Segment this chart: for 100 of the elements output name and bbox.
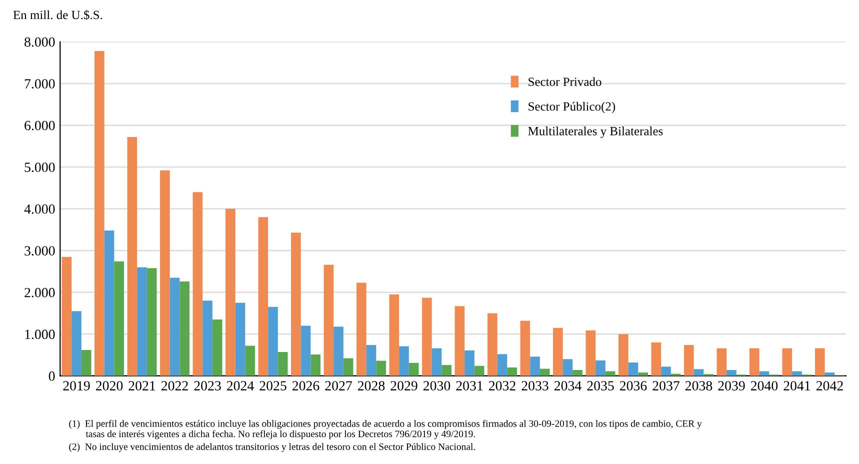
x-tick-label: 2026 — [292, 381, 320, 390]
bar — [716, 348, 727, 376]
x-tick-label: 2040 — [750, 381, 778, 390]
bar — [258, 217, 268, 376]
x-tick-label: 2029 — [390, 381, 418, 390]
bar — [268, 306, 278, 376]
bar — [146, 268, 157, 376]
x-tick-label: 2022 — [161, 381, 188, 390]
bar — [782, 348, 792, 376]
bar — [212, 319, 222, 376]
bar — [792, 371, 802, 376]
bar — [442, 364, 452, 376]
bar — [572, 370, 582, 376]
bar — [137, 267, 147, 376]
bar — [530, 356, 540, 376]
bar — [618, 334, 628, 376]
x-tick-label: 2034 — [554, 381, 582, 390]
bar — [464, 350, 474, 376]
bar — [72, 311, 82, 376]
bar — [235, 302, 246, 376]
bar — [324, 264, 334, 376]
bar — [104, 230, 114, 376]
x-tick-label: 2023 — [194, 381, 221, 390]
x-tick-label: 2028 — [358, 381, 385, 390]
bar — [628, 362, 638, 376]
bar — [408, 362, 419, 376]
bar — [300, 326, 311, 376]
bar — [180, 281, 190, 376]
bar — [507, 367, 517, 376]
bar — [661, 366, 671, 376]
text: (1) El perfil de vencimientos estático incluye las obligaciones proyectadas de acuerdo a los compromisos firmados al 30-09-2019, con los tipos de cambio, CER y tasas de interés vigentes a dicha fecha. No refleja lo dispuesto por los Decretos 796/2019 y 49/2019. — [69, 420, 702, 440]
x-tick-label: 2037 — [652, 381, 680, 390]
x-tick-label: 2038 — [685, 381, 712, 390]
bar — [694, 369, 704, 376]
bar — [376, 360, 386, 376]
bar — [81, 350, 92, 376]
bar — [432, 348, 442, 376]
bar — [684, 344, 694, 376]
y-tick-label: 1.000 — [25, 330, 55, 340]
x-tick-label: 2033 — [522, 381, 548, 390]
bar — [170, 278, 180, 376]
bar — [759, 371, 770, 376]
x-tick-label: 2042 — [816, 381, 843, 390]
x-tick-label: 2036 — [620, 381, 647, 390]
x-tick-label: 2025 — [260, 381, 286, 390]
legend-label: Sector Privado — [528, 77, 602, 86]
x-tick-label: 2019 — [63, 381, 90, 390]
bar — [202, 300, 212, 376]
bar — [192, 192, 203, 376]
bar — [520, 320, 530, 376]
bar — [454, 306, 465, 376]
x-tick-label: 2020 — [96, 381, 123, 390]
x-tick-label: 2021 — [128, 381, 156, 390]
bar — [726, 370, 736, 376]
text: (2) No incluye vencimientos de adelantos transitorios y letras del tesoro con el Sector Público Nacional. — [69, 443, 475, 452]
bar — [160, 170, 170, 376]
legend-label: Sector Público(2) — [528, 102, 616, 114]
bar — [474, 366, 484, 376]
bar — [114, 261, 124, 376]
y-tick-label: 7.000 — [24, 79, 55, 89]
legend-label: Multilaterales y Bilaterales — [528, 126, 663, 138]
y-tick-label: 2.000 — [24, 288, 55, 298]
x-tick-label: 2039 — [718, 381, 745, 390]
x-tick-label: 2031 — [456, 381, 483, 390]
y-tick-label: 8.000 — [24, 37, 55, 47]
bar — [334, 326, 344, 376]
bar — [226, 208, 236, 376]
bar — [389, 294, 400, 376]
bar — [356, 282, 366, 376]
bar — [651, 342, 662, 376]
bar — [245, 346, 255, 376]
bar — [127, 136, 138, 376]
bar — [62, 256, 72, 376]
y-tick-label: 0 — [48, 371, 55, 381]
bar — [562, 359, 573, 376]
x-tick-label: 2041 — [784, 381, 810, 390]
bar — [310, 354, 320, 376]
bar — [343, 358, 354, 376]
x-tick-label: 2024 — [226, 381, 254, 390]
x-tick-label: 2030 — [423, 381, 450, 390]
bar — [488, 313, 498, 376]
x-tick-label: 2035 — [587, 381, 614, 390]
bar — [422, 298, 432, 376]
bar — [94, 50, 104, 376]
bar — [596, 360, 606, 376]
bar — [605, 371, 616, 376]
bar — [553, 328, 563, 376]
y-axis-title: En mill. de U.$.S. — [13, 10, 102, 20]
y-tick-label: 3.000 — [24, 246, 55, 256]
y-tick-label: 4.000 — [24, 204, 55, 214]
x-tick-label: 2032 — [488, 381, 516, 390]
bar — [366, 344, 376, 376]
bar — [815, 348, 825, 376]
bar — [278, 352, 288, 376]
bar — [497, 354, 508, 376]
bar — [750, 348, 760, 376]
bar — [586, 330, 596, 376]
bar — [291, 232, 301, 376]
y-tick-label: 5.000 — [24, 162, 55, 172]
y-tick-label: 6.000 — [24, 120, 55, 130]
